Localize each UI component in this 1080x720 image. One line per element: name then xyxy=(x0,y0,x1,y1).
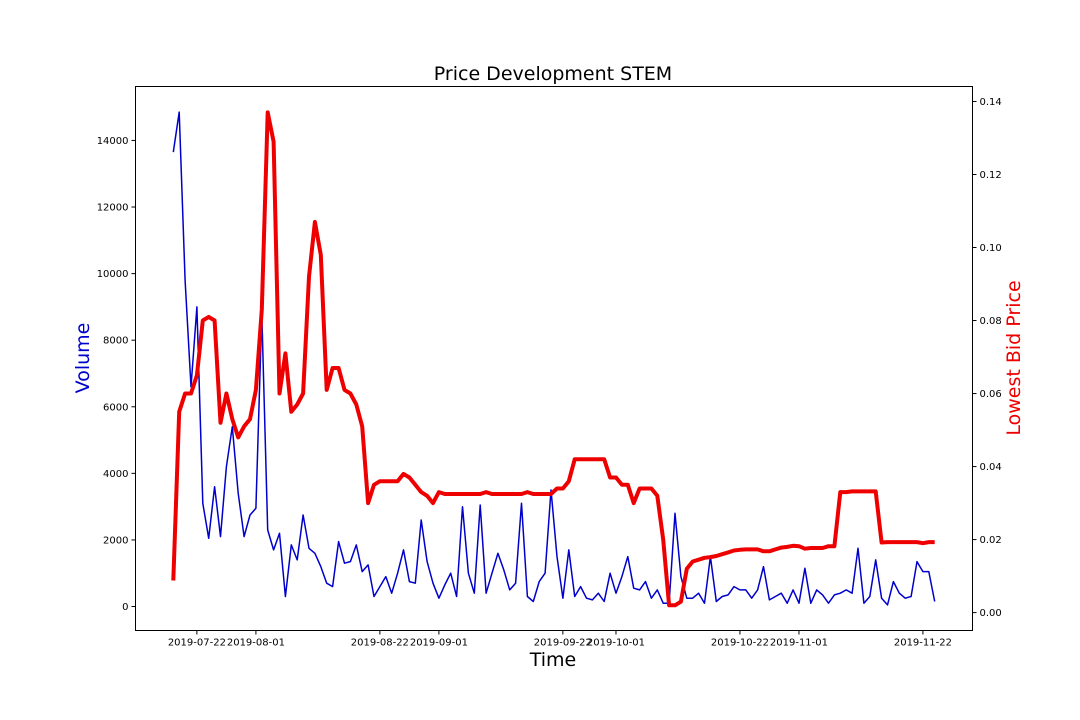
chart-title: Price Development STEM xyxy=(434,63,672,85)
y-right-tick-label: 0.06 xyxy=(980,389,1002,400)
series-line-volume xyxy=(172,111,936,606)
x-tick-label: 2019-08-22 xyxy=(351,638,409,649)
x-tick-label: 2019-10-22 xyxy=(711,638,769,649)
y-left-tick-label: 8000 xyxy=(103,336,128,347)
y-left-tick-label: 10000 xyxy=(97,269,129,280)
y-right-tick-label: 0.12 xyxy=(980,170,1002,181)
y-left-tick-label: 4000 xyxy=(103,469,128,480)
y-axis-right: 0.00 0.02 0.04 0.06 0.08 0.10 0.12 0.14 xyxy=(972,97,1002,619)
x-tick-label: 2019-09-22 xyxy=(534,638,592,649)
x-axis-label: Time xyxy=(529,649,577,671)
y-right-tick-label: 0.04 xyxy=(980,462,1002,473)
y-axis-right-label: Lowest Bid Price xyxy=(1003,280,1025,435)
series-line-lowest-bid-price xyxy=(171,110,935,608)
x-tick-label: 2019-11-01 xyxy=(770,638,828,649)
y-right-tick-label: 0.00 xyxy=(980,608,1002,619)
y-left-tick-label: 14000 xyxy=(97,136,129,147)
plot-area xyxy=(171,110,936,608)
y-left-tick-label: 0 xyxy=(122,602,128,613)
plot-frame xyxy=(135,86,973,631)
y-right-tick-label: 0.08 xyxy=(980,316,1002,327)
y-left-tick-label: 6000 xyxy=(103,402,128,413)
y-axis-left-label: Volume xyxy=(72,323,94,394)
x-tick-label: 2019-07-22 xyxy=(168,638,226,649)
x-tick-label: 2019-11-22 xyxy=(894,638,952,649)
x-tick-label: 2019-10-01 xyxy=(587,638,645,649)
y-right-tick-label: 0.14 xyxy=(980,97,1002,108)
y-left-tick-label: 2000 xyxy=(103,535,128,546)
x-axis: 2019-07-22 2019-08-01 2019-08-22 2019-09-01… xyxy=(168,630,952,649)
y-left-tick-label: 12000 xyxy=(97,203,129,214)
x-tick-label: 2019-08-01 xyxy=(227,638,285,649)
y-right-tick-label: 0.02 xyxy=(980,535,1002,546)
y-right-tick-label: 0.10 xyxy=(980,243,1002,254)
y-axis-left: 0 2000 4000 6000 8000 10000 12000 14000 xyxy=(97,136,136,613)
x-tick-label: 2019-09-01 xyxy=(410,638,468,649)
